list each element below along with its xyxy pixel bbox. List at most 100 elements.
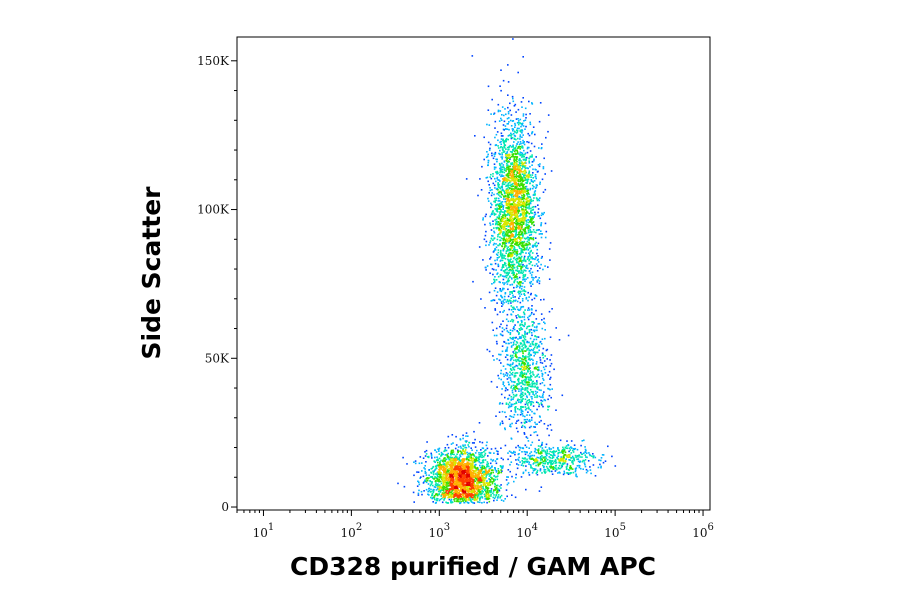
data-point [505, 231, 508, 233]
data-point [452, 488, 455, 491]
data-point [489, 467, 492, 469]
data-point [514, 103, 517, 106]
data-point [520, 169, 522, 171]
data-point [531, 256, 533, 259]
data-point [498, 120, 501, 122]
data-point [511, 235, 513, 237]
data-point [439, 498, 442, 501]
data-point [459, 445, 462, 448]
data-point [515, 317, 518, 319]
data-point [507, 196, 509, 198]
data-point [439, 480, 441, 483]
data-point [502, 275, 504, 277]
data-point [498, 179, 500, 181]
data-point [497, 249, 500, 251]
data-point [511, 153, 514, 156]
data-point [514, 175, 516, 178]
data-point [513, 171, 515, 173]
data-point [522, 244, 524, 246]
data-point [429, 484, 432, 487]
data-point [520, 176, 523, 179]
data-point [522, 156, 524, 158]
data-point [438, 487, 441, 489]
data-point [440, 495, 442, 497]
data-point [413, 474, 415, 477]
data-point [463, 480, 465, 483]
data-point [474, 480, 477, 482]
data-point [502, 146, 504, 149]
data-point [470, 491, 473, 494]
data-point [523, 269, 525, 272]
data-point [503, 181, 505, 183]
data-point [467, 488, 469, 491]
data-point [520, 101, 523, 103]
data-point [442, 461, 445, 463]
data-point [510, 193, 512, 196]
data-point [499, 208, 501, 210]
data-point [467, 480, 470, 483]
data-point [520, 179, 523, 181]
data-point [528, 170, 531, 172]
data-point [561, 394, 564, 397]
data-point [446, 490, 449, 492]
data-point [397, 482, 399, 485]
data-point [542, 379, 545, 381]
data-point [527, 178, 530, 181]
data-point [450, 443, 453, 445]
data-point [513, 246, 515, 248]
data-point [539, 183, 541, 185]
data-point [516, 249, 518, 251]
data-point [510, 180, 512, 183]
data-point [451, 453, 454, 455]
data-point [496, 226, 499, 229]
data-point [501, 189, 503, 192]
data-point [510, 175, 513, 178]
data-point [483, 465, 486, 468]
data-point [504, 269, 506, 272]
data-point [464, 465, 466, 467]
data-point [489, 176, 491, 178]
data-point [481, 467, 483, 470]
data-point [513, 256, 516, 259]
data-point [494, 153, 497, 155]
data-point [524, 166, 526, 168]
data-point [486, 176, 489, 179]
data-point [527, 299, 529, 302]
data-point [488, 496, 490, 498]
data-point [517, 123, 520, 126]
data-point [502, 79, 505, 82]
data-point [508, 171, 510, 173]
data-point [527, 318, 530, 321]
data-point [463, 470, 465, 473]
data-point [500, 186, 503, 188]
data-point [519, 291, 522, 294]
data-point [517, 379, 520, 381]
data-point [471, 442, 474, 444]
data-point [530, 209, 532, 212]
data-point [500, 220, 502, 222]
data-point [432, 491, 435, 494]
data-point [500, 231, 503, 233]
data-point [436, 477, 439, 480]
data-point [517, 208, 520, 210]
data-point [512, 269, 515, 272]
data-point [506, 166, 508, 169]
data-point [521, 242, 523, 244]
data-point [483, 476, 486, 479]
data-point [520, 152, 523, 154]
data-point [509, 470, 511, 473]
data-point [461, 485, 464, 488]
data-point [513, 266, 515, 269]
data-point [466, 464, 468, 466]
data-point [543, 360, 546, 362]
data-point [493, 250, 495, 252]
data-point [537, 215, 540, 217]
data-point [516, 189, 518, 192]
data-point [453, 483, 455, 485]
data-point [516, 160, 518, 163]
data-point [459, 438, 462, 441]
data-point [525, 298, 528, 300]
data-point [453, 489, 456, 491]
data-point [499, 274, 502, 277]
data-point [507, 169, 510, 171]
